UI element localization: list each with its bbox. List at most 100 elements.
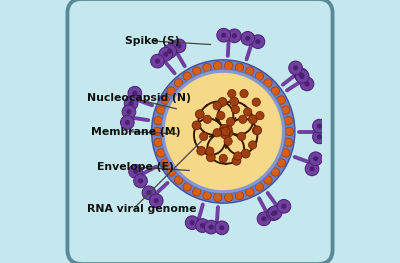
Circle shape [200,132,208,140]
Circle shape [120,116,134,129]
Circle shape [214,62,222,70]
Circle shape [238,132,246,140]
Circle shape [192,121,201,130]
Circle shape [298,72,304,78]
Circle shape [163,44,177,58]
Circle shape [221,127,230,136]
Circle shape [309,152,322,166]
Circle shape [152,60,295,203]
Circle shape [239,115,247,123]
Text: RNA viral genome: RNA viral genome [88,204,197,214]
Circle shape [252,98,260,106]
Circle shape [305,162,319,176]
Circle shape [203,115,212,123]
Circle shape [219,154,227,163]
Circle shape [142,186,156,200]
Circle shape [146,190,152,195]
Circle shape [185,216,199,230]
Circle shape [218,98,227,106]
Circle shape [281,204,286,209]
Circle shape [246,188,254,196]
Circle shape [248,115,257,124]
Circle shape [289,61,302,75]
Circle shape [282,106,290,114]
Text: Nucleocapsid (N): Nucleocapsid (N) [88,93,191,103]
Circle shape [122,105,136,119]
Circle shape [253,126,262,134]
Circle shape [231,105,240,114]
Circle shape [284,117,292,125]
Circle shape [132,91,138,96]
Circle shape [124,97,138,110]
Circle shape [317,124,322,129]
Circle shape [261,216,266,221]
Circle shape [197,146,206,155]
Circle shape [272,210,278,215]
Circle shape [264,176,272,184]
Circle shape [203,191,211,200]
Circle shape [255,39,260,44]
Circle shape [161,159,169,167]
Circle shape [224,128,233,137]
Circle shape [213,102,221,110]
Circle shape [167,87,175,95]
Circle shape [206,147,214,155]
Circle shape [248,141,257,149]
Circle shape [157,149,165,157]
Circle shape [223,125,232,134]
Circle shape [285,127,294,136]
Circle shape [154,138,162,146]
Circle shape [300,74,305,79]
Text: Spike (S): Spike (S) [125,36,180,46]
Circle shape [295,69,309,83]
Circle shape [214,193,222,201]
Circle shape [190,220,195,225]
Circle shape [282,149,290,157]
Circle shape [267,207,280,221]
Circle shape [196,219,209,232]
Circle shape [252,126,261,135]
Circle shape [217,28,230,42]
Text: Membrane (M): Membrane (M) [91,127,181,136]
Circle shape [128,101,134,106]
Circle shape [220,124,228,133]
Circle shape [129,165,142,178]
Circle shape [317,134,322,139]
Circle shape [149,194,163,208]
Circle shape [161,96,169,104]
Circle shape [271,168,280,176]
Circle shape [240,89,248,98]
Circle shape [215,221,229,235]
Circle shape [293,65,298,70]
Circle shape [244,108,252,116]
Circle shape [271,87,280,95]
Circle shape [284,138,292,146]
Circle shape [224,137,232,145]
Circle shape [153,127,161,136]
Circle shape [200,223,205,228]
Circle shape [230,97,238,106]
Circle shape [138,178,143,184]
Circle shape [264,79,272,87]
Circle shape [228,29,241,43]
Circle shape [304,81,310,87]
Circle shape [294,68,308,82]
Circle shape [241,149,250,158]
Text: Envelope (E): Envelope (E) [97,162,174,172]
Circle shape [192,67,201,75]
Circle shape [277,199,291,213]
Circle shape [235,191,244,200]
Circle shape [313,156,318,161]
Circle shape [246,67,254,75]
Circle shape [221,33,226,38]
Circle shape [203,63,211,72]
Circle shape [159,47,172,61]
Circle shape [206,153,215,162]
Circle shape [183,72,191,80]
Circle shape [167,168,175,176]
Circle shape [221,130,230,139]
Circle shape [154,198,159,203]
Circle shape [251,35,265,48]
Circle shape [300,77,314,91]
Circle shape [232,33,237,38]
